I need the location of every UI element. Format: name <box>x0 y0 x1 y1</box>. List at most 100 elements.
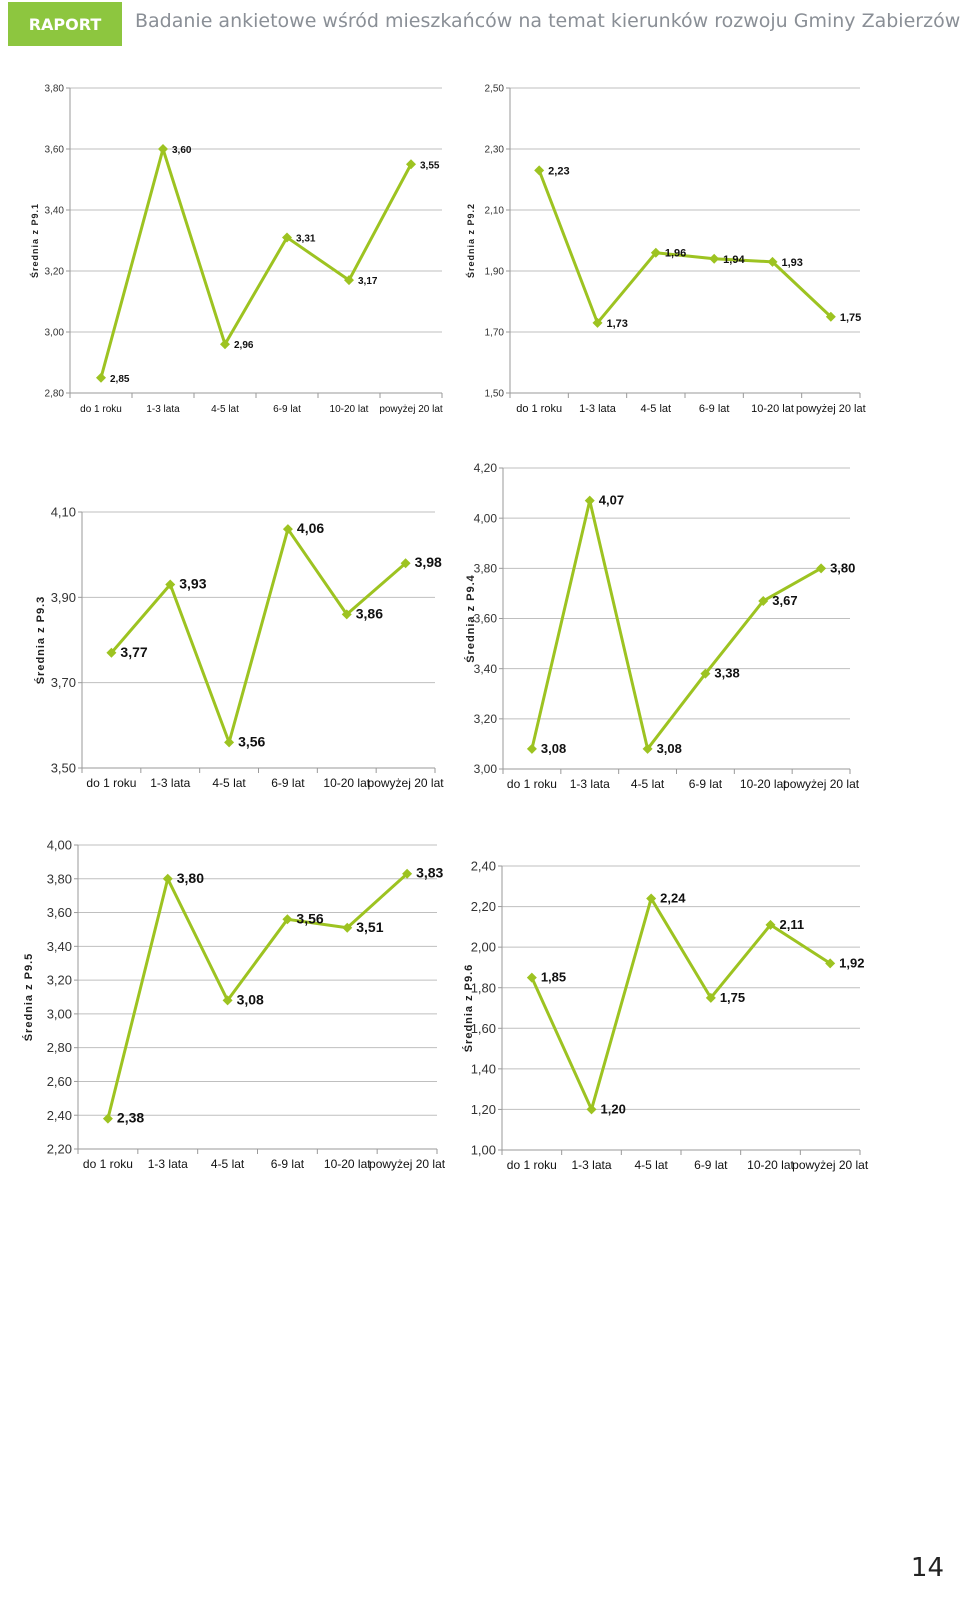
x-category-label-do-1-roku: do 1 roku <box>80 404 122 415</box>
data-point-marker <box>402 868 413 879</box>
data-point-marker <box>282 232 292 243</box>
data-point-marker <box>106 647 117 658</box>
y-axis-title: Średnia z P9.4 <box>464 574 477 663</box>
y-tick-label: 2,60 <box>47 1074 72 1089</box>
x-category-label-powyżej-20-lat: powyżej 20 lat <box>368 776 445 790</box>
y-axis-title: Średnia z P9.2 <box>465 203 476 278</box>
data-point-marker <box>646 893 657 904</box>
data-label: 2,38 <box>117 1110 144 1126</box>
data-label: 3,55 <box>420 160 440 171</box>
data-label: 3,17 <box>358 276 378 287</box>
y-tick-label: 4,20 <box>474 461 498 475</box>
data-label: 1,85 <box>541 970 566 985</box>
data-label: 1,93 <box>782 257 803 269</box>
x-category-label-do-1-roku: do 1 roku <box>507 777 557 791</box>
x-category-label-6-9-lat: 6-9 lat <box>271 776 305 790</box>
y-tick-label: 2,40 <box>47 1108 72 1123</box>
series-line <box>110 527 407 744</box>
data-label: 3,86 <box>356 605 383 621</box>
chart-p9-6: 1,00 1,20 1,40 1,60 1,80 2,00 2,20 2,40 do 1 rok… <box>460 859 910 1186</box>
data-point-marker <box>825 958 836 969</box>
y-tick-label: 3,20 <box>47 973 72 988</box>
y-tick-label: 1,70 <box>485 328 505 339</box>
chart-p9-3: 3,50 3,70 3,90 4,10 do 1 roku 1-3 lata 4-5 lat… <box>0 495 450 805</box>
data-label: 1,94 <box>723 254 745 266</box>
data-point-marker <box>586 1104 597 1115</box>
data-point-marker <box>650 247 661 258</box>
y-tick-label: 3,90 <box>51 590 76 605</box>
data-label: 4,07 <box>599 493 624 508</box>
chart-p9-2: 1,50 1,70 1,90 2,10 2,30 2,50 do 1 roku 1-3 lat… <box>460 68 910 423</box>
x-category-label-1-3-lata: 1-3 lata <box>148 1157 188 1171</box>
x-category-label-1-3-lata: 1-3 lata <box>571 1158 611 1172</box>
data-point-marker <box>765 919 776 930</box>
data-point-marker <box>526 972 537 983</box>
data-label: 1,75 <box>720 990 745 1005</box>
x-category-label-powyżej-20-lat: powyżej 20 lat <box>796 403 866 415</box>
x-category-label-do-1-roku: do 1 roku <box>507 1158 557 1172</box>
y-axis-title: Średnia z P9.5 <box>22 953 35 1042</box>
y-tick-label: 2,80 <box>47 1040 72 1055</box>
data-point-marker <box>158 144 168 154</box>
chart-svg: 2,80 3,00 3,20 3,40 3,60 3,80 do 1 roku 1-3 lat… <box>29 84 443 416</box>
data-label: 2,85 <box>110 374 130 385</box>
x-category-label-4-5-lat: 4-5 lat <box>212 776 246 790</box>
chart-svg: 1,00 1,20 1,40 1,60 1,80 2,00 2,20 2,40 do 1 rok… <box>462 859 869 1172</box>
y-tick-label: 2,20 <box>471 899 496 914</box>
x-category-label-6-9-lat: 6-9 lat <box>694 1158 728 1172</box>
y-tick-label: 4,00 <box>474 511 498 525</box>
data-point-marker <box>342 922 353 933</box>
data-label: 3,83 <box>416 865 443 881</box>
series-line <box>537 169 832 325</box>
data-label: 3,31 <box>296 233 316 244</box>
data-point-marker <box>341 609 352 620</box>
x-category-label-powyżej-20-lat: powyżej 20 lat <box>379 404 443 415</box>
chart-svg: 2,20 2,40 2,60 2,80 3,00 3,20 3,40 3,60 3,80 4,00… <box>22 838 446 1171</box>
data-label: 3,38 <box>714 666 739 681</box>
chart-p9-5: 2,20 2,40 2,60 2,80 3,00 3,20 3,40 3,60 3,80 4,00… <box>0 838 450 1183</box>
data-point-marker <box>526 743 537 754</box>
chart-p9-1: 2,80 3,00 3,20 3,40 3,60 3,80 do 1 roku 1-3 lat… <box>0 68 450 423</box>
data-label: 3,51 <box>356 919 383 935</box>
x-category-label-do-1-roku: do 1 roku <box>516 403 562 415</box>
y-tick-label: 1,50 <box>485 389 505 400</box>
y-tick-label: 3,50 <box>51 761 76 776</box>
y-tick-label: 3,00 <box>47 1006 72 1021</box>
data-point-marker <box>534 165 545 176</box>
data-point-marker <box>165 579 176 590</box>
x-category-label-powyżej-20-lat: powyżej 20 lat <box>783 777 860 791</box>
data-point-marker <box>162 873 173 884</box>
x-category-label-1-3-lata: 1-3 lata <box>570 777 610 791</box>
x-category-label-1-3-lata: 1-3 lata <box>579 403 617 415</box>
y-tick-label: 3,40 <box>47 939 72 954</box>
x-category-label-4-5-lat: 4-5 lat <box>641 403 672 415</box>
y-axis-title: Średnia z P9.3 <box>34 596 47 685</box>
y-tick-label: 4,10 <box>51 505 76 520</box>
x-category-label-10-20-lat: 10-20 lat <box>324 1157 371 1171</box>
data-label: 3,08 <box>541 741 566 756</box>
data-label: 1,96 <box>665 248 686 260</box>
x-category-label-4-5-lat: 4-5 lat <box>211 404 239 415</box>
x-category-label-4-5-lat: 4-5 lat <box>634 1158 668 1172</box>
y-tick-label: 3,60 <box>45 145 65 156</box>
data-point-marker <box>96 372 106 383</box>
chart-p9-4: 3,00 3,20 3,40 3,60 3,80 4,00 4,20 do 1 roku 1-3… <box>460 460 910 805</box>
y-tick-label: 1,90 <box>485 267 505 278</box>
x-category-label-10-20-lat: 10-20 lat <box>740 777 787 791</box>
x-category-label-10-20-lat: 10-20 lat <box>751 403 794 415</box>
y-tick-label: 3,80 <box>474 562 498 576</box>
chart-svg: 3,50 3,70 3,90 4,10 do 1 roku 1-3 lata 4-5 lat… <box>34 505 445 790</box>
data-point-marker <box>642 743 653 754</box>
data-point-marker <box>400 558 411 569</box>
data-point-marker <box>816 563 827 574</box>
x-category-label-powyżej-20-lat: powyżej 20 lat <box>369 1157 446 1171</box>
x-category-label-6-9-lat: 6-9 lat <box>689 777 723 791</box>
x-category-label-10-20-lat: 10-20 lat <box>747 1158 794 1172</box>
data-point-marker <box>709 253 720 264</box>
y-tick-label: 3,80 <box>47 871 72 886</box>
x-category-label-do-1-roku: do 1 roku <box>86 776 136 790</box>
y-tick-label: 4,00 <box>47 838 72 853</box>
series-line <box>530 896 831 1111</box>
y-tick-label: 3,70 <box>51 675 76 690</box>
x-category-label-1-3-lata: 1-3 lata <box>150 776 190 790</box>
